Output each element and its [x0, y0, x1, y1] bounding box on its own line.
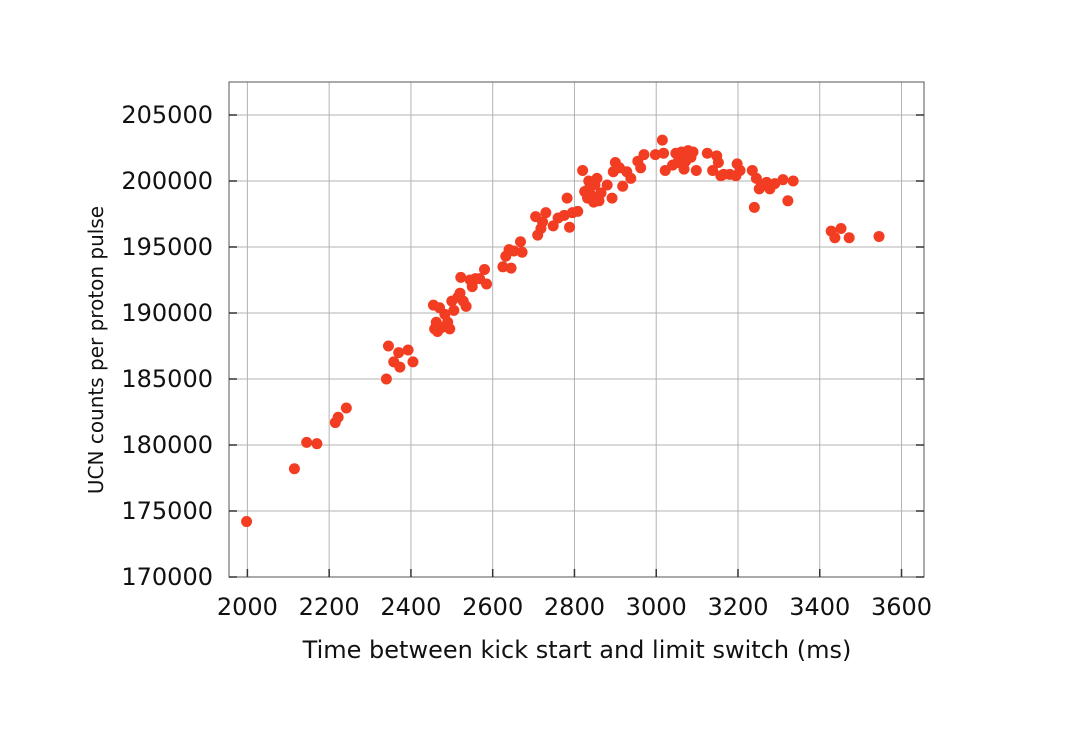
data-point	[505, 262, 517, 274]
data-point	[625, 172, 637, 184]
y-tick-label: 185000	[121, 365, 213, 393]
data-point	[577, 164, 589, 176]
data-point	[561, 192, 573, 204]
data-point	[455, 271, 467, 283]
data-point	[497, 261, 509, 273]
data-point	[288, 463, 300, 475]
data-point	[787, 175, 799, 187]
y-axis-tick-labels: 170000 175000 180000 185000 190000 195000 2000…	[121, 101, 213, 591]
x-tick-label: 2200	[299, 593, 360, 621]
data-point	[617, 180, 629, 192]
data-point	[595, 187, 607, 199]
data-point	[638, 149, 650, 161]
data-point	[402, 344, 414, 356]
data-point	[460, 300, 472, 312]
data-point	[380, 373, 392, 385]
x-axis-label: Time between kick start and limit switch…	[302, 636, 852, 664]
data-point	[393, 347, 405, 359]
data-point	[658, 147, 670, 159]
data-point	[479, 263, 491, 275]
x-tick-label: 3600	[871, 593, 932, 621]
y-tick-label: 200000	[121, 167, 213, 195]
data-point	[311, 438, 323, 450]
x-tick-label: 3000	[626, 593, 687, 621]
x-tick-label: 2600	[462, 593, 523, 621]
data-point	[687, 146, 699, 158]
data-point	[835, 223, 847, 235]
x-tick-label: 2800	[544, 593, 605, 621]
y-tick-label: 170000	[121, 563, 213, 591]
data-points	[241, 134, 885, 528]
data-point	[690, 164, 702, 176]
y-tick-label: 175000	[121, 497, 213, 525]
data-point	[635, 162, 647, 174]
data-point	[777, 174, 789, 186]
data-point	[591, 172, 603, 184]
data-point	[448, 304, 460, 316]
data-point	[444, 323, 456, 335]
gridlines	[229, 82, 924, 578]
data-point	[241, 516, 253, 528]
x-tick-label: 3400	[789, 593, 850, 621]
data-point	[649, 149, 661, 161]
y-tick-label: 205000	[121, 101, 213, 129]
axis-ticks	[229, 114, 924, 578]
data-point	[734, 164, 746, 176]
x-tick-label: 2400	[380, 593, 441, 621]
data-point	[769, 178, 781, 190]
data-point	[712, 157, 724, 169]
data-point	[564, 221, 576, 233]
x-tick-label: 2000	[217, 593, 278, 621]
y-tick-label: 195000	[121, 233, 213, 261]
data-point	[748, 201, 760, 213]
x-axis-tick-labels: 2000 2200 2400 2600 2800 3000 3200 3400 3600	[217, 593, 932, 621]
y-tick-label: 180000	[121, 431, 213, 459]
y-axis-label: UCN counts per proton pulse	[84, 206, 108, 494]
data-point	[601, 179, 613, 191]
data-point	[301, 436, 313, 448]
data-point	[537, 216, 549, 228]
data-point	[873, 230, 885, 242]
data-point	[407, 356, 419, 368]
data-point	[843, 232, 855, 244]
data-point	[382, 340, 394, 352]
data-point	[572, 205, 584, 217]
plot-area-frame	[228, 81, 925, 578]
data-point	[606, 192, 618, 204]
data-point	[516, 246, 528, 258]
data-point	[782, 195, 794, 207]
data-point	[701, 147, 713, 159]
data-point	[540, 207, 552, 219]
data-point	[340, 402, 352, 414]
data-point	[707, 164, 719, 176]
data-point	[656, 134, 668, 146]
x-tick-label: 3200	[707, 593, 768, 621]
data-point	[829, 232, 841, 244]
y-tick-label: 190000	[121, 299, 213, 327]
data-point	[481, 278, 493, 290]
data-point	[508, 245, 520, 257]
data-point	[394, 361, 406, 373]
data-point	[514, 236, 526, 248]
data-point	[547, 220, 559, 232]
data-point	[332, 411, 344, 423]
